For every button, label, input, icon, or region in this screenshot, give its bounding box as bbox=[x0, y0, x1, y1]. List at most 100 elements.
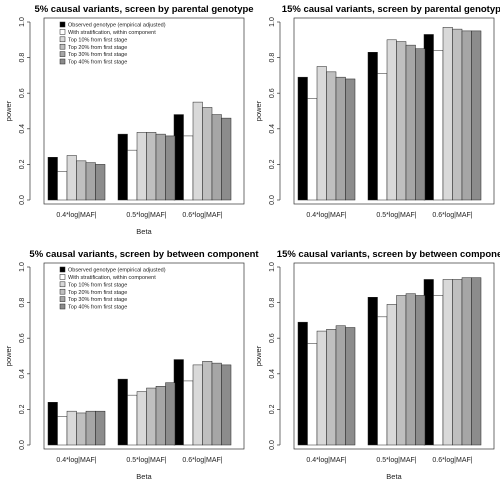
bar bbox=[452, 279, 463, 446]
legend-swatch bbox=[59, 281, 66, 288]
y-tick-label: 1.0 bbox=[269, 262, 276, 272]
y-tick-label: 0.6 bbox=[19, 88, 26, 98]
x-category-label: 0.6*log|MAF| bbox=[432, 457, 472, 464]
x-category-label: 0.6*log|MAF| bbox=[182, 457, 222, 464]
x-category-label: 0.4*log|MAF| bbox=[56, 212, 96, 219]
x-axis-label: Beta bbox=[136, 227, 152, 236]
y-tick-label: 0.4 bbox=[19, 369, 26, 379]
legend-entry: Top 20% from first stage bbox=[68, 45, 127, 51]
bar bbox=[396, 295, 407, 446]
bar bbox=[377, 73, 388, 201]
y-tick-label: 1.0 bbox=[19, 262, 26, 272]
legend-entry: Top 10% from first stage bbox=[68, 282, 127, 288]
bar bbox=[95, 164, 106, 201]
bar bbox=[345, 78, 356, 201]
bar bbox=[326, 329, 337, 446]
bar bbox=[452, 28, 463, 201]
chart-panel: 5% causal variants, screen by parental g… bbox=[4, 4, 254, 236]
x-category-label: 0.5*log|MAF| bbox=[126, 212, 166, 219]
legend: Observed genotype (empirical adjusted)Wi… bbox=[59, 21, 166, 66]
legend-swatch bbox=[59, 36, 66, 43]
legend-swatch bbox=[59, 29, 66, 35]
x-category-label: 0.5*log|MAF| bbox=[126, 457, 166, 464]
legend-entry: Top 20% from first stage bbox=[68, 290, 127, 296]
bar bbox=[335, 325, 346, 446]
plot-area-border bbox=[43, 262, 245, 450]
bar bbox=[47, 157, 58, 201]
y-tick-label: 0.8 bbox=[19, 298, 26, 308]
y-tick-label: 0.6 bbox=[269, 333, 276, 343]
y-tick-label: 0.2 bbox=[269, 404, 276, 414]
legend-entry: Top 30% from first stage bbox=[68, 297, 127, 303]
bar bbox=[117, 133, 128, 201]
bar bbox=[386, 304, 397, 446]
bar bbox=[47, 402, 58, 446]
legend-entry: Observed genotype (empirical adjusted) bbox=[68, 268, 166, 274]
legend-entry: With stratification, within component bbox=[68, 275, 156, 281]
bar bbox=[386, 39, 397, 201]
x-category-label: 0.6*log|MAF| bbox=[182, 212, 222, 219]
bar bbox=[433, 295, 444, 446]
bar bbox=[192, 364, 203, 446]
y-axis-label: power bbox=[254, 345, 263, 366]
bar bbox=[316, 330, 327, 446]
legend-entry: With stratification, within component bbox=[68, 30, 156, 36]
bar bbox=[57, 171, 68, 201]
bar bbox=[155, 386, 166, 446]
bar bbox=[76, 412, 87, 446]
legend-swatch bbox=[59, 288, 66, 295]
bar bbox=[165, 135, 176, 201]
bar bbox=[76, 160, 87, 201]
bar bbox=[423, 279, 434, 446]
legend-entry: Top 40% from first stage bbox=[68, 60, 127, 66]
y-tick-label: 0.6 bbox=[269, 88, 276, 98]
bar bbox=[326, 71, 337, 201]
bar bbox=[192, 101, 203, 201]
chart-panel: 5% causal variants, screen by between co… bbox=[4, 249, 259, 481]
bar bbox=[146, 132, 157, 201]
legend-entry: Top 30% from first stage bbox=[68, 52, 127, 58]
plot-area-border bbox=[43, 17, 245, 205]
bar bbox=[221, 364, 232, 446]
bar bbox=[345, 327, 356, 446]
chart-panel: 15% causal variants, screen by between c… bbox=[254, 249, 500, 481]
bar bbox=[173, 359, 184, 446]
bar bbox=[367, 52, 378, 201]
bar bbox=[155, 133, 166, 201]
y-tick-label: 0.8 bbox=[269, 53, 276, 63]
y-tick-label: 0.4 bbox=[269, 124, 276, 134]
y-axis-label: power bbox=[4, 100, 13, 121]
bar bbox=[442, 279, 453, 446]
bar bbox=[433, 50, 444, 201]
y-tick-label: 1.0 bbox=[269, 17, 276, 27]
legend-swatch bbox=[59, 43, 66, 50]
bar bbox=[461, 277, 472, 446]
bar bbox=[461, 30, 472, 201]
legend-swatch bbox=[59, 303, 66, 310]
x-category-label: 0.4*log|MAF| bbox=[306, 212, 346, 219]
legend-swatch bbox=[59, 21, 66, 28]
bar bbox=[423, 34, 434, 201]
bar bbox=[405, 293, 416, 446]
y-axis-label: power bbox=[4, 345, 13, 366]
bar bbox=[136, 132, 147, 201]
legend-swatch bbox=[59, 274, 66, 280]
bar bbox=[165, 382, 176, 446]
bar bbox=[85, 162, 96, 201]
bar bbox=[202, 361, 213, 446]
bar bbox=[183, 135, 194, 201]
bar bbox=[367, 297, 378, 446]
y-tick-label: 0.0 bbox=[19, 195, 26, 205]
bar bbox=[66, 410, 77, 446]
legend-swatch bbox=[59, 51, 66, 57]
bar bbox=[307, 343, 318, 446]
y-tick-label: 0.0 bbox=[269, 440, 276, 450]
plot-area-border bbox=[293, 17, 495, 205]
bar bbox=[173, 114, 184, 201]
x-category-label: 0.5*log|MAF| bbox=[376, 457, 416, 464]
x-category-label: 0.4*log|MAF| bbox=[56, 457, 96, 464]
bar bbox=[297, 76, 308, 201]
bar bbox=[202, 107, 213, 201]
bar bbox=[415, 295, 426, 446]
y-tick-label: 0.2 bbox=[269, 159, 276, 169]
